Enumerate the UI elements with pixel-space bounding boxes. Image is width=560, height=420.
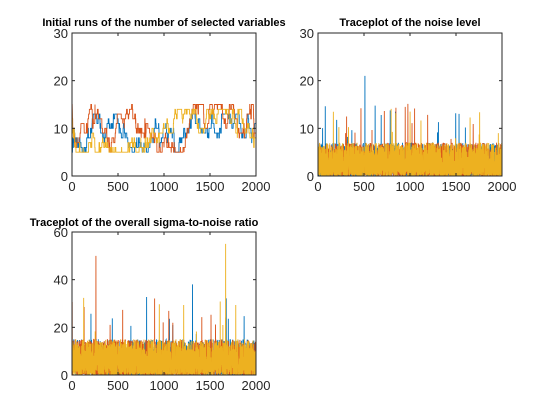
x-tick-label: 1000 — [150, 378, 179, 393]
y-tick-label: 0 — [61, 169, 68, 184]
x-tick-label: 0 — [68, 179, 75, 194]
x-tick-label: 1000 — [396, 179, 425, 194]
y-tick-label: 20 — [54, 320, 68, 335]
x-tick-label: 500 — [107, 378, 129, 393]
x-tick-label: 1000 — [150, 179, 179, 194]
chart-title: Traceplot of the overall sigma-to-noise … — [30, 217, 259, 229]
series-line — [318, 108, 502, 176]
plot-area: 0 500 1000 1500 2000 0 20 40 60 — [54, 225, 271, 393]
x-tick-label: 500 — [353, 179, 375, 194]
y-tick-label: 30 — [54, 26, 68, 41]
y-tick-label: 30 — [300, 26, 314, 41]
y-tick-label: 10 — [300, 121, 314, 136]
x-tick-label: 500 — [107, 179, 129, 194]
y-tick-label: 40 — [54, 273, 68, 288]
subplot-selected-variables: Initial runs of the number of selected v… — [42, 17, 285, 194]
y-tick-label: 0 — [307, 169, 314, 184]
plot-area: 0 500 1000 1500 2000 0 10 20 30 — [300, 26, 517, 194]
chart-title: Initial runs of the number of selected v… — [42, 17, 285, 29]
plot-area: 0 500 1000 1500 2000 0 10 20 30 — [54, 26, 271, 194]
y-tick-label: 20 — [54, 74, 68, 89]
y-tick-label: 10 — [54, 121, 68, 136]
x-tick-label: 1500 — [196, 378, 225, 393]
x-tick-label: 0 — [314, 179, 321, 194]
series-line — [72, 243, 256, 375]
x-tick-label: 2000 — [242, 378, 271, 393]
x-tick-label: 2000 — [242, 179, 271, 194]
subplot-sigma-to-noise: Traceplot of the overall sigma-to-noise … — [30, 217, 271, 393]
series-line — [72, 104, 256, 153]
x-tick-label: 0 — [68, 378, 75, 393]
y-tick-label: 60 — [54, 225, 68, 240]
x-tick-label: 2000 — [488, 179, 517, 194]
x-tick-label: 1500 — [196, 179, 225, 194]
series-line — [72, 108, 256, 153]
x-tick-label: 1500 — [442, 179, 471, 194]
chart-title: Traceplot of the noise level — [339, 17, 480, 29]
subplot-noise-level: Traceplot of the noise level 0 500 1000 150… — [300, 17, 517, 194]
y-tick-label: 20 — [300, 74, 314, 89]
y-tick-label: 0 — [61, 368, 68, 383]
